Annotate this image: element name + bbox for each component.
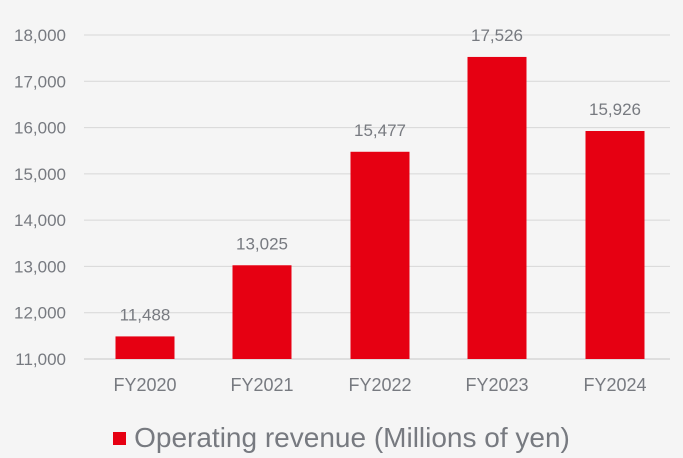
bar-fy2020 bbox=[115, 336, 175, 359]
label-layer: 11,488 13,025 15,477 17,526 15,926 bbox=[120, 26, 641, 324]
legend: Operating revenue (Millions of yen) bbox=[0, 418, 683, 458]
bar-value-label: 11,488 bbox=[120, 305, 171, 324]
bar-value-label: 17,526 bbox=[471, 26, 523, 45]
y-tick-label: 11,000 bbox=[15, 350, 66, 369]
legend-swatch bbox=[113, 431, 127, 445]
x-tick-label: FY2023 bbox=[465, 375, 528, 395]
y-tick-label: 13,000 bbox=[14, 257, 66, 276]
bar-fy2021 bbox=[232, 265, 292, 359]
y-tick-label: 16,000 bbox=[14, 119, 66, 138]
y-tick-label: 18,000 bbox=[14, 26, 66, 45]
x-tick-label: FY2020 bbox=[113, 375, 176, 395]
x-tick-label: FY2021 bbox=[230, 375, 293, 395]
x-tick-label: FY2022 bbox=[348, 375, 411, 395]
bar-fy2023 bbox=[467, 56, 527, 360]
y-tick-label: 17,000 bbox=[14, 72, 66, 91]
y-axis-layer: 11,000 12,000 13,000 14,000 15,000 16,000 17,0… bbox=[14, 26, 66, 369]
y-tick-label: 12,000 bbox=[14, 304, 66, 323]
x-tick-label: FY2024 bbox=[583, 375, 646, 395]
y-tick-label: 15,000 bbox=[14, 165, 66, 184]
bar-value-label: 15,477 bbox=[354, 121, 406, 140]
x-axis-layer: FY2020 FY2021 FY2022 FY2023 FY2024 bbox=[113, 375, 646, 395]
bar-value-label: 13,025 bbox=[236, 234, 288, 253]
bar-fy2022 bbox=[350, 151, 410, 359]
legend-label: Operating revenue (Millions of yen) bbox=[134, 422, 570, 453]
bar-fy2024 bbox=[585, 130, 645, 359]
y-tick-label: 14,000 bbox=[14, 211, 66, 230]
bar-layer bbox=[115, 56, 645, 360]
bar-value-label: 15,926 bbox=[589, 100, 641, 119]
